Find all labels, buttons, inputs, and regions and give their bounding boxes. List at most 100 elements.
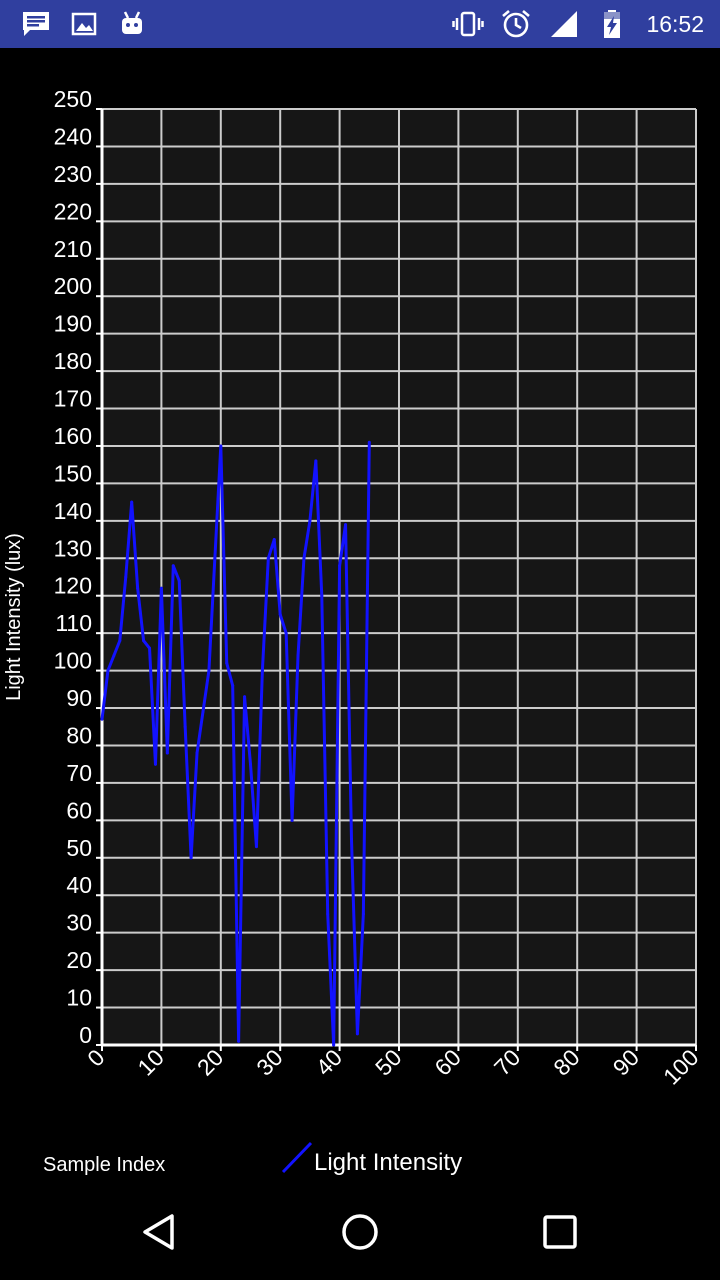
back-button[interactable] bbox=[136, 1208, 184, 1256]
data-point bbox=[142, 639, 146, 643]
data-point bbox=[302, 556, 306, 560]
data-point bbox=[183, 725, 187, 729]
x-tick-label: 90 bbox=[608, 1044, 644, 1080]
y-tick-label: 240 bbox=[54, 123, 92, 149]
navigation-bar bbox=[0, 1184, 720, 1280]
y-tick-label: 90 bbox=[66, 685, 92, 711]
data-point bbox=[266, 556, 270, 560]
x-tick-label: 80 bbox=[548, 1044, 584, 1080]
legend-label: Light Intensity bbox=[314, 1149, 463, 1176]
x-tick-label: 20 bbox=[192, 1044, 228, 1080]
y-tick-label: 60 bbox=[66, 797, 92, 823]
y-tick-label: 120 bbox=[54, 573, 92, 599]
data-point bbox=[320, 594, 324, 598]
data-point bbox=[118, 639, 122, 643]
y-tick-label: 230 bbox=[54, 161, 92, 187]
data-point bbox=[112, 654, 116, 658]
data-point bbox=[130, 500, 134, 504]
y-tick-label: 140 bbox=[54, 498, 92, 524]
data-point bbox=[195, 751, 199, 755]
data-point bbox=[290, 818, 294, 822]
data-point bbox=[249, 762, 252, 766]
x-axis-title: Sample Index bbox=[43, 1154, 166, 1176]
y-tick-label: 180 bbox=[54, 348, 92, 374]
y-tick-label: 70 bbox=[66, 760, 92, 786]
y-tick-label: 130 bbox=[54, 535, 92, 561]
x-tick-label: 40 bbox=[311, 1044, 347, 1080]
data-point bbox=[100, 717, 104, 721]
y-tick-label: 20 bbox=[66, 947, 92, 973]
y-tick-label: 220 bbox=[54, 198, 92, 224]
series-line-light-intensity bbox=[100, 442, 371, 1047]
y-tick-label: 50 bbox=[66, 835, 92, 861]
status-bar: 16:52 bbox=[0, 0, 720, 48]
data-point bbox=[260, 669, 264, 673]
light-intensity-chart: 0102030405060708090100110120130140150160… bbox=[3, 86, 704, 1090]
data-point bbox=[272, 538, 276, 542]
data-point bbox=[284, 631, 288, 635]
data-point bbox=[332, 1043, 336, 1047]
y-tick-label: 110 bbox=[55, 610, 92, 636]
y-tick-label: 80 bbox=[66, 722, 92, 748]
data-point bbox=[344, 523, 348, 527]
y-tick-label: 200 bbox=[54, 273, 92, 299]
data-point bbox=[207, 669, 211, 673]
y-tick-label: 210 bbox=[54, 236, 92, 262]
y-tick-label: 170 bbox=[54, 386, 92, 412]
battery-charging-icon bbox=[604, 10, 620, 38]
data-point bbox=[201, 710, 205, 714]
x-tick-label: 50 bbox=[370, 1044, 406, 1080]
y-tick-label: 150 bbox=[54, 460, 92, 486]
data-point bbox=[237, 1039, 241, 1043]
x-tick-label: 70 bbox=[489, 1044, 525, 1080]
signal-icon bbox=[551, 11, 577, 37]
data-point bbox=[326, 912, 330, 916]
data-point bbox=[225, 661, 229, 665]
data-point bbox=[349, 837, 353, 841]
data-point bbox=[148, 646, 152, 650]
data-point bbox=[308, 519, 312, 523]
x-tick-label: 0 bbox=[82, 1044, 109, 1071]
data-point bbox=[165, 751, 169, 755]
data-point bbox=[361, 912, 365, 916]
y-axis-title: Light Intensity (lux) bbox=[3, 533, 25, 701]
data-point bbox=[231, 684, 235, 688]
data-point bbox=[314, 459, 318, 463]
data-point bbox=[189, 856, 193, 860]
message-icon bbox=[23, 12, 49, 36]
data-point bbox=[338, 564, 342, 568]
android-icon bbox=[122, 11, 142, 34]
x-tick-label: 10 bbox=[132, 1044, 168, 1080]
data-point bbox=[213, 556, 217, 560]
y-tick-label: 100 bbox=[54, 648, 92, 674]
legend-swatch bbox=[281, 1141, 313, 1174]
y-tick-label: 30 bbox=[66, 910, 92, 936]
vibrate-icon bbox=[452, 11, 484, 37]
data-point bbox=[159, 586, 163, 590]
data-point bbox=[243, 695, 247, 699]
y-tick-label: 0 bbox=[79, 1022, 92, 1048]
x-tick-label: 30 bbox=[251, 1044, 287, 1080]
image-icon bbox=[71, 12, 97, 36]
y-tick-label: 250 bbox=[54, 86, 92, 112]
data-point bbox=[177, 579, 181, 583]
data-point bbox=[367, 440, 371, 444]
clock: 16:52 bbox=[646, 11, 704, 37]
data-point bbox=[106, 669, 110, 673]
data-point bbox=[136, 586, 140, 590]
y-tick-label: 10 bbox=[66, 985, 92, 1011]
x-tick-label: 60 bbox=[429, 1044, 465, 1080]
data-point bbox=[278, 612, 282, 616]
data-point bbox=[219, 444, 223, 448]
data-point bbox=[254, 845, 258, 849]
data-point bbox=[171, 564, 175, 568]
data-point bbox=[296, 654, 300, 658]
home-button[interactable] bbox=[336, 1208, 384, 1256]
data-point bbox=[124, 575, 128, 579]
data-point bbox=[153, 762, 157, 766]
y-tick-label: 160 bbox=[54, 423, 92, 449]
alarm-icon bbox=[502, 10, 530, 38]
data-point bbox=[355, 1032, 359, 1036]
recents-button[interactable] bbox=[536, 1208, 584, 1256]
y-tick-label: 40 bbox=[66, 872, 92, 898]
